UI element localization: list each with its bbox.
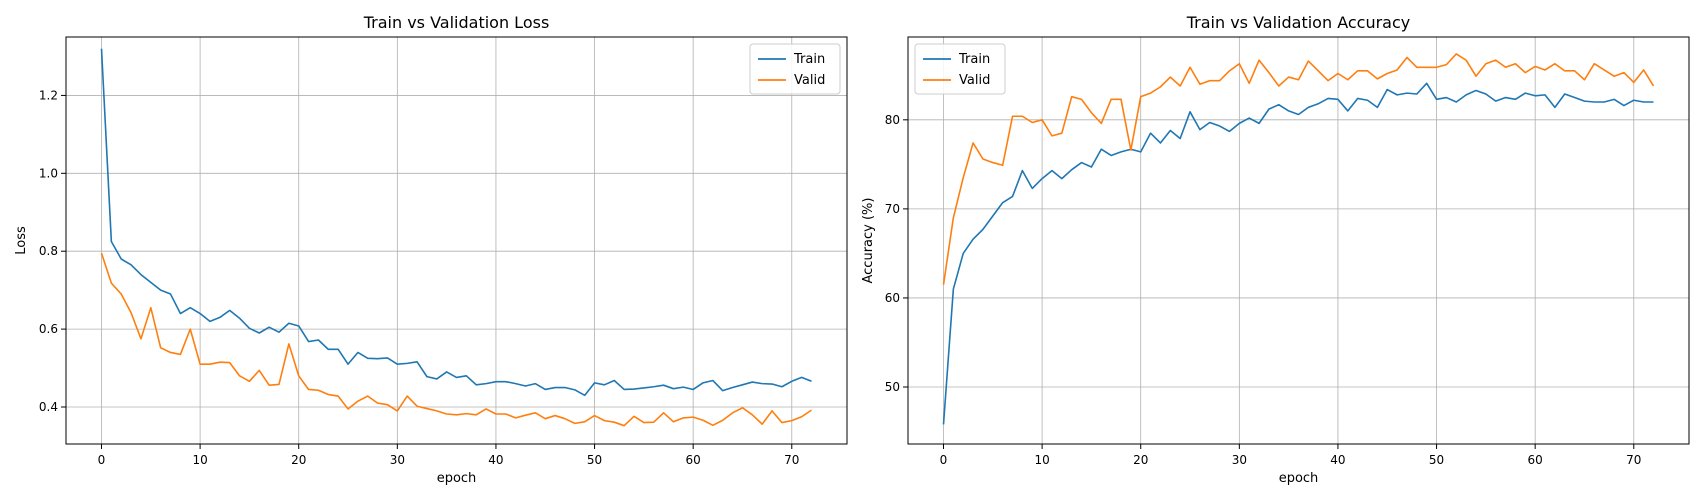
loss-legend-box xyxy=(749,43,841,95)
accuracy-series-valid-line xyxy=(942,53,1655,285)
loss-x-tick-label: 40 xyxy=(488,453,503,467)
loss-x-tick-label: 10 xyxy=(192,453,207,467)
accuracy-series-train-line xyxy=(942,82,1654,425)
loss-legend-label-train: Train xyxy=(793,52,825,67)
loss-x-tick-label: 20 xyxy=(291,453,306,467)
loss-x-axis-label: epoch xyxy=(437,471,477,486)
accuracy-x-tick-label: 60 xyxy=(1528,453,1543,467)
loss-y-tick-label: 1.0 xyxy=(39,166,58,180)
accuracy-x-tick-label: 0 xyxy=(940,453,948,467)
accuracy-x-axis-label: epoch xyxy=(1279,471,1319,486)
accuracy-x-tick-label: 40 xyxy=(1330,453,1345,467)
accuracy-chart: 0 10 20 30 40 50 60 70 50 60 70 80 Train vs Validati… xyxy=(861,13,1690,486)
loss-x-tick-label: 60 xyxy=(686,453,701,467)
loss-y-tick-label: 0.6 xyxy=(39,322,58,336)
accuracy-grid xyxy=(908,37,1689,444)
loss-x-tick-label: 70 xyxy=(784,453,799,467)
loss-x-tick-label: 30 xyxy=(390,453,405,467)
accuracy-legend-label-valid: Valid xyxy=(959,73,990,88)
accuracy-y-tick-label: 60 xyxy=(885,291,900,305)
loss-series-train-line xyxy=(100,48,812,397)
loss-y-axis-label: Loss xyxy=(14,226,29,255)
accuracy-y-tick-label: 70 xyxy=(885,202,900,216)
loss-chart: 0 10 20 30 40 50 60 70 0.4 0.6 0.8 1.0 1.2 Train vs V… xyxy=(14,13,848,486)
loss-grid xyxy=(66,37,847,444)
loss-x-tick-label: 0 xyxy=(98,453,106,467)
accuracy-x-tick-label: 20 xyxy=(1133,453,1148,467)
loss-legend: Train Valid xyxy=(749,43,841,95)
loss-series-valid-line xyxy=(100,252,812,427)
loss-x-tick-label: 50 xyxy=(587,453,602,467)
loss-plot-frame xyxy=(65,36,848,445)
accuracy-x-tick-label: 10 xyxy=(1034,453,1049,467)
accuracy-y-axis-label: Accuracy (%) xyxy=(861,198,876,284)
loss-y-tick-label: 0.4 xyxy=(39,400,58,414)
accuracy-x-tick-label: 70 xyxy=(1626,453,1641,467)
accuracy-y-tick-label: 50 xyxy=(885,380,900,394)
accuracy-legend-label-train: Train xyxy=(958,52,990,67)
loss-y-tick-label: 1.2 xyxy=(39,88,58,102)
loss-legend-label-valid: Valid xyxy=(794,73,825,88)
accuracy-x-tick-label: 30 xyxy=(1232,453,1247,467)
accuracy-legend-box xyxy=(914,43,1006,95)
accuracy-plot-frame xyxy=(907,36,1690,445)
accuracy-legend: Train Valid xyxy=(914,43,1006,95)
loss-y-tick-label: 0.8 xyxy=(39,244,58,258)
accuracy-x-tick-label: 50 xyxy=(1429,453,1444,467)
loss-chart-title: Train vs Validation Loss xyxy=(363,13,550,32)
accuracy-y-tick-label: 80 xyxy=(885,113,900,127)
accuracy-chart-title: Train vs Validation Accuracy xyxy=(1186,13,1411,32)
